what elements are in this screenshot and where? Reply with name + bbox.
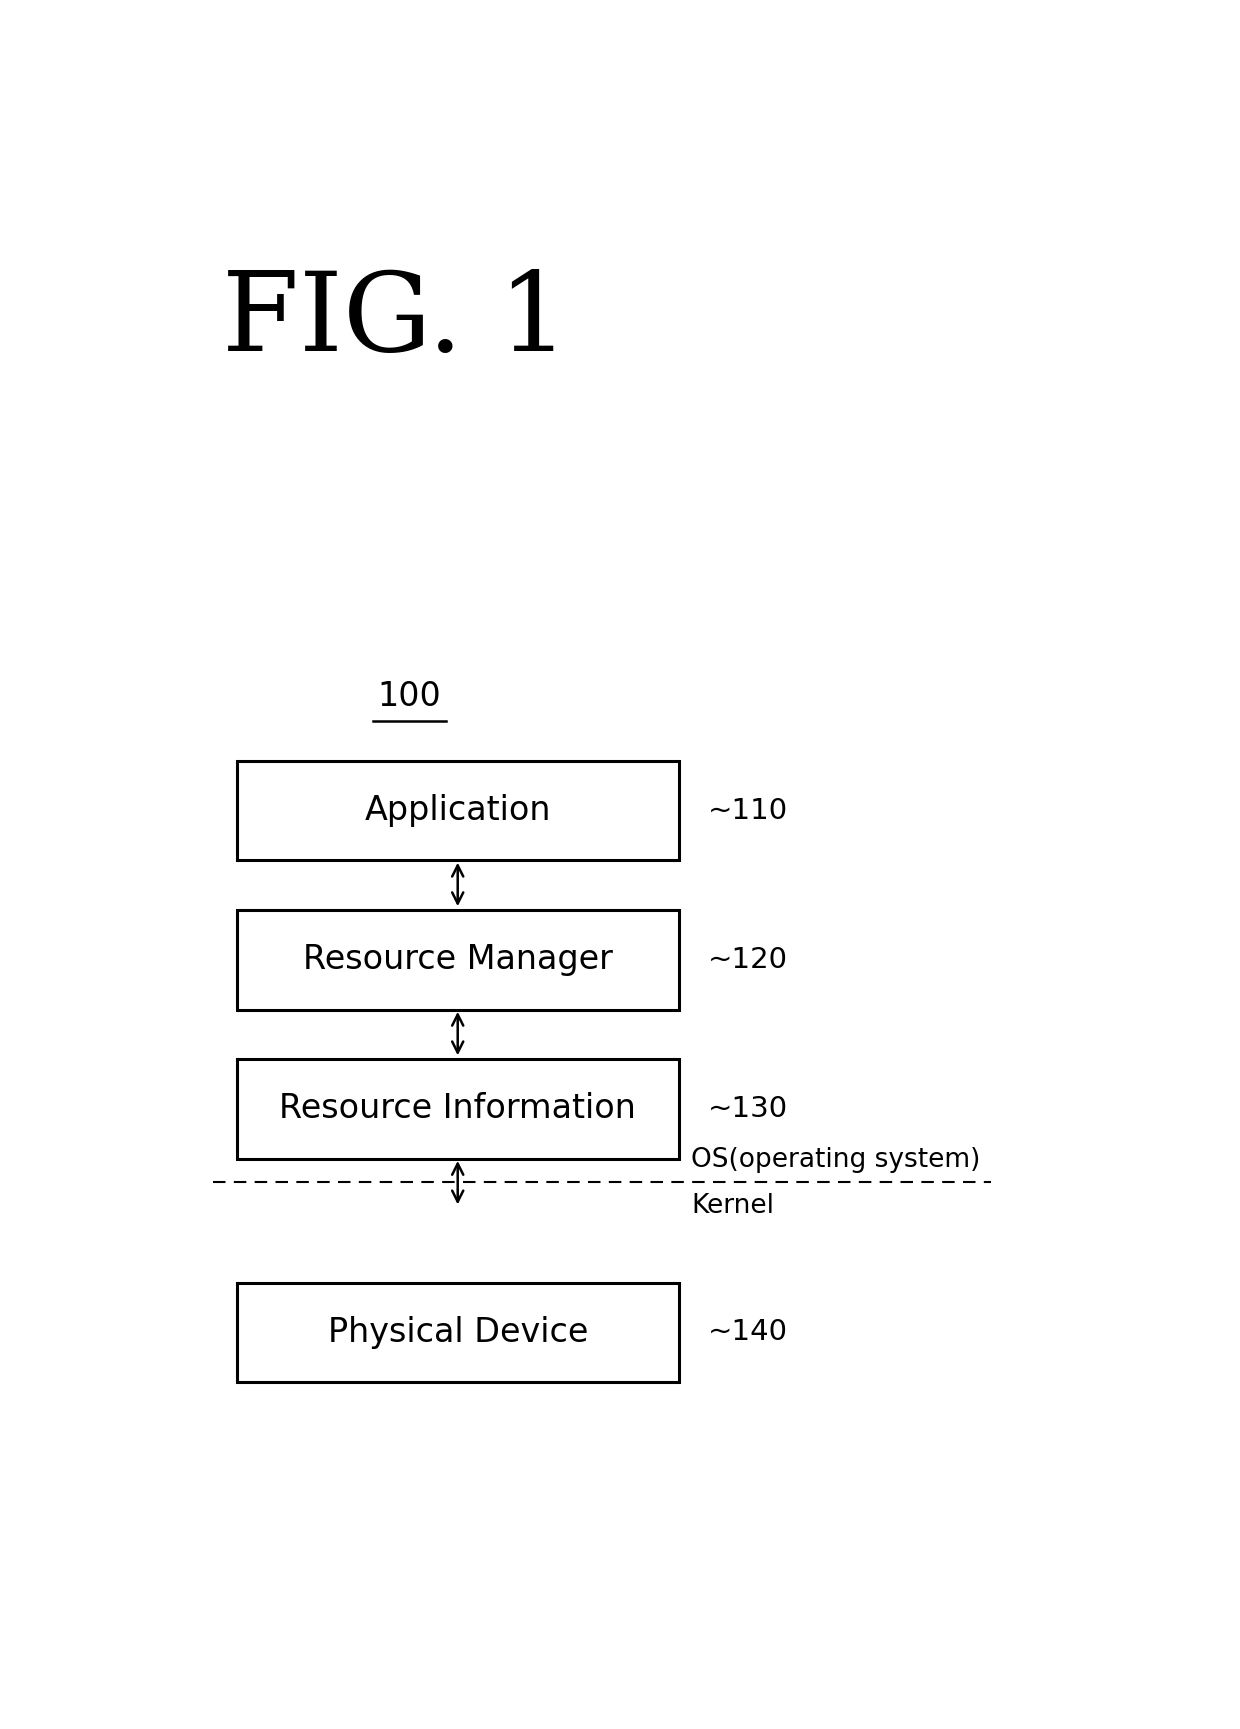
- Text: ~140: ~140: [708, 1319, 787, 1347]
- Text: Resource Manager: Resource Manager: [303, 944, 613, 977]
- Text: Application: Application: [365, 794, 551, 826]
- Text: ~120: ~120: [708, 946, 787, 973]
- Text: ~110: ~110: [708, 797, 787, 825]
- FancyBboxPatch shape: [237, 1283, 678, 1383]
- FancyBboxPatch shape: [237, 1058, 678, 1158]
- Text: 100: 100: [378, 681, 441, 714]
- Text: Kernel: Kernel: [691, 1193, 774, 1219]
- Text: FIG. 1: FIG. 1: [222, 268, 569, 373]
- Text: ~130: ~130: [708, 1094, 787, 1122]
- FancyBboxPatch shape: [237, 761, 678, 861]
- Text: Physical Device: Physical Device: [327, 1316, 588, 1349]
- Text: OS(operating system): OS(operating system): [691, 1146, 981, 1172]
- FancyBboxPatch shape: [237, 909, 678, 1010]
- Text: Resource Information: Resource Information: [279, 1093, 636, 1126]
